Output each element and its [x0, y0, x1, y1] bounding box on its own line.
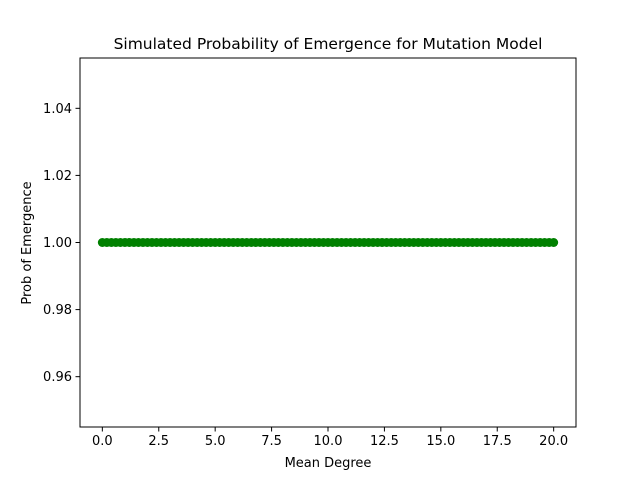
x-tick-label: 12.5	[370, 434, 399, 449]
x-tick-label: 10.0	[314, 434, 343, 449]
y-axis-label: Prob of Emergence	[20, 181, 35, 304]
y-tick-label: 1.04	[43, 102, 72, 117]
x-tick-label: 15.0	[426, 434, 455, 449]
y-axis-ticks: 0.96 0.98 1.00 1.02 1.04	[43, 102, 80, 385]
data-points	[97, 238, 559, 247]
chart-title: Simulated Probability of Emergence for M…	[114, 35, 543, 53]
data-point	[549, 238, 559, 247]
x-tick-label: 5.0	[205, 434, 226, 449]
y-tick-label: 1.00	[43, 236, 72, 251]
x-tick-label: 17.5	[483, 434, 512, 449]
y-tick-label: 0.98	[43, 303, 72, 318]
x-tick-label: 20.0	[539, 434, 568, 449]
plot-area-frame	[79, 57, 577, 428]
x-axis-label: Mean Degree	[285, 456, 372, 471]
x-tick-label: 2.5	[148, 434, 169, 449]
y-tick-label: 1.02	[43, 169, 72, 184]
x-tick-label: 0.0	[92, 434, 113, 449]
y-tick-label: 0.96	[43, 370, 72, 385]
x-axis-ticks: 0.0 2.5 5.0 7.5 10.0 12.5 15.0 17.5 20.0	[92, 427, 568, 449]
x-tick-label: 7.5	[261, 434, 282, 449]
